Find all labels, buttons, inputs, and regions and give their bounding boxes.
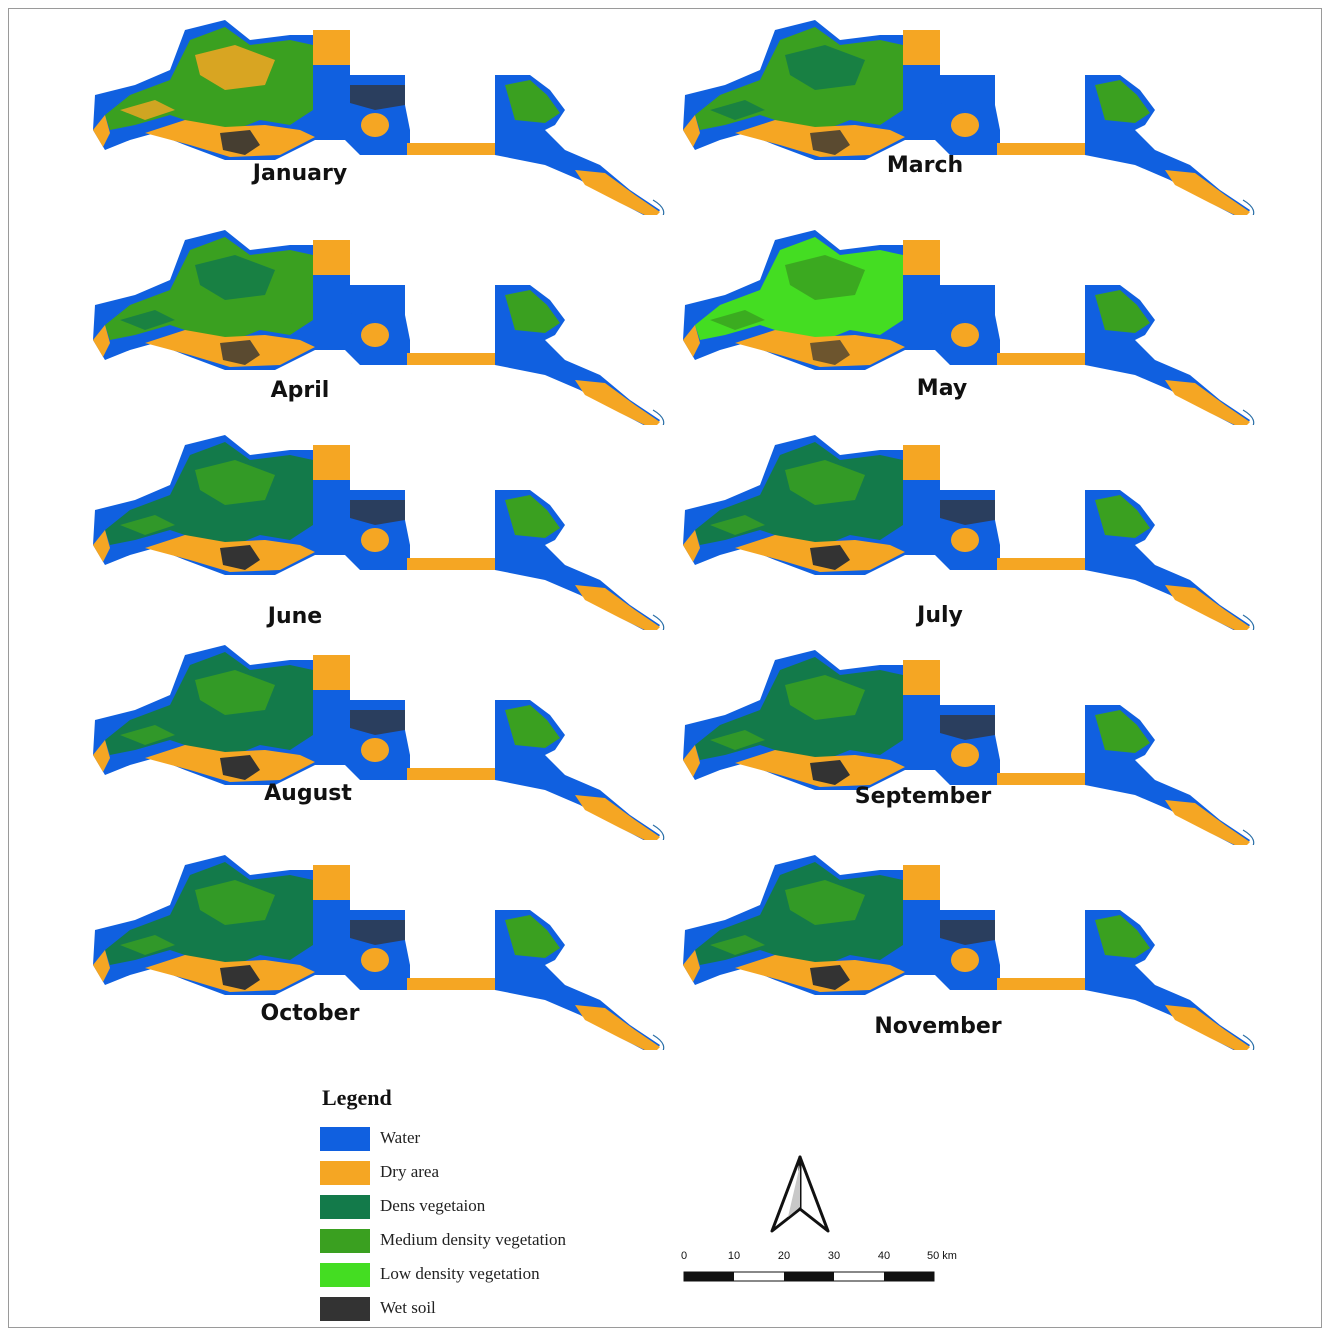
figure-frame: [8, 8, 1322, 1328]
month-label: August: [264, 781, 352, 806]
map-april: [75, 225, 675, 425]
month-label: July: [917, 603, 963, 628]
legend-swatch: [320, 1127, 370, 1151]
scale-tick-40: 40: [877, 1250, 891, 1262]
scale-bar: 0 10 20 30 40 50 km: [676, 1250, 976, 1290]
month-label: September: [854, 784, 992, 809]
map-july: [665, 430, 1265, 630]
map-march: [665, 15, 1265, 215]
map-may: [665, 225, 1265, 425]
scale-tick-30: 30: [827, 1250, 841, 1262]
legend: Legend Water Dry area Dens vegetaion Medium…: [320, 1085, 640, 1330]
north-arrow-icon: [768, 1155, 832, 1235]
legend-item: Low density vegetation: [320, 1263, 640, 1291]
map-january: [75, 15, 675, 215]
map-october: [75, 850, 675, 1050]
month-label: April: [270, 378, 330, 403]
legend-swatch: [320, 1229, 370, 1253]
legend-label: Dens vegetaion: [380, 1196, 486, 1215]
scale-tick-10: 10: [727, 1250, 741, 1262]
map-august: [75, 640, 675, 840]
scale-tick-20: 20: [777, 1250, 791, 1262]
month-label: June: [267, 604, 323, 629]
legend-label: Wet soil: [380, 1298, 436, 1317]
legend-swatch: [320, 1297, 370, 1321]
scale-tick-0: 0: [680, 1250, 688, 1262]
legend-label: Water: [380, 1128, 421, 1147]
legend-title: Legend: [322, 1085, 392, 1110]
legend-swatch: [320, 1161, 370, 1185]
legend-item: Water: [320, 1127, 640, 1155]
month-label: March: [886, 153, 964, 178]
map-june: [75, 430, 675, 630]
legend-label: Medium density vegetation: [380, 1230, 567, 1249]
month-label: November: [874, 1014, 1002, 1039]
month-label: May: [916, 376, 968, 401]
legend-label: Low density vegetation: [380, 1264, 540, 1283]
map-september: [665, 645, 1265, 845]
scale-tick-50: 50 km: [927, 1250, 957, 1262]
legend-item: Dens vegetaion: [320, 1195, 640, 1223]
legend-item: Dry area: [320, 1161, 640, 1189]
month-label: October: [260, 1001, 360, 1026]
map-november: [665, 850, 1265, 1050]
legend-swatch: [320, 1195, 370, 1219]
legend-item: Wet soil: [320, 1297, 640, 1325]
month-label: January: [252, 161, 348, 186]
legend-swatch: [320, 1263, 370, 1287]
legend-item: Medium density vegetation: [320, 1229, 640, 1257]
legend-label: Dry area: [380, 1162, 439, 1181]
